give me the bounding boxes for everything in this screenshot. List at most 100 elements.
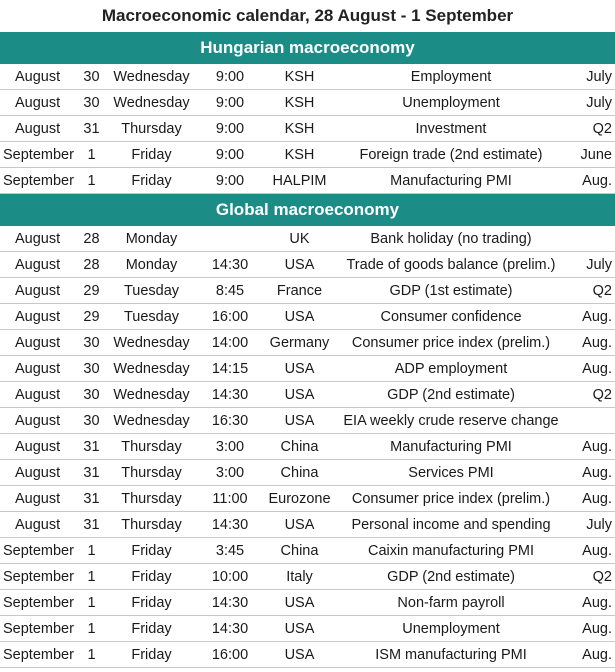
row-period: Aug.: [563, 615, 615, 642]
row-indicator: Services PMI: [339, 459, 563, 486]
row-day: 31: [80, 433, 103, 460]
row-weekday: Wednesday: [103, 407, 200, 434]
row-month: August: [0, 381, 80, 408]
row-month: August: [0, 355, 80, 382]
row-period: Aug.: [563, 329, 615, 356]
row-period: Aug.: [563, 641, 615, 668]
row-indicator: Caixin manufacturing PMI: [339, 537, 563, 564]
row-time: 14:15: [200, 355, 260, 382]
row-day: 30: [80, 381, 103, 408]
row-month: August: [0, 64, 80, 90]
row-period: July: [563, 64, 615, 90]
row-period: Aug.: [563, 433, 615, 460]
row-weekday: Friday: [103, 641, 200, 668]
row-time: 14:30: [200, 381, 260, 408]
table-row: August 30 Wednesday 16:30 USA EIA weekly crud…: [0, 407, 615, 434]
row-source: USA: [260, 589, 339, 616]
row-indicator: ISM manufacturing PMI: [339, 641, 563, 668]
row-day: 30: [80, 89, 103, 116]
row-time: 8:45: [200, 277, 260, 304]
row-weekday: Friday: [103, 141, 200, 168]
row-indicator: Consumer price index (prelim.): [339, 329, 563, 356]
row-source: USA: [260, 615, 339, 642]
row-time: 14:30: [200, 251, 260, 278]
row-source: Italy: [260, 563, 339, 590]
table-row: August 31 Thursday 3:00 China Services PMI Aug…: [0, 459, 615, 486]
row-day: 30: [80, 329, 103, 356]
table-row: August 31 Thursday 14:30 USA Personal income …: [0, 511, 615, 538]
row-indicator: Manufacturing PMI: [339, 167, 563, 194]
row-period: Q2: [563, 563, 615, 590]
row-month: August: [0, 511, 80, 538]
row-month: August: [0, 89, 80, 116]
table-row: September 1 Friday 14:30 USA Unemployment Aug.: [0, 615, 615, 642]
row-time: 14:30: [200, 589, 260, 616]
row-month: August: [0, 251, 80, 278]
row-weekday: Friday: [103, 615, 200, 642]
row-weekday: Thursday: [103, 433, 200, 460]
row-time: 14:30: [200, 511, 260, 538]
section-heading-hungarian: Hungarian macroeconomy: [0, 32, 615, 64]
row-day: 1: [80, 589, 103, 616]
row-day: 31: [80, 485, 103, 512]
table-row: August 28 Monday 14:30 USA Trade of goods bal…: [0, 251, 615, 278]
row-indicator: Foreign trade (2nd estimate): [339, 141, 563, 168]
row-time: 9:00: [200, 167, 260, 194]
row-weekday: Friday: [103, 589, 200, 616]
row-source: China: [260, 459, 339, 486]
row-day: 1: [80, 141, 103, 168]
row-indicator: Trade of goods balance (prelim.): [339, 251, 563, 278]
row-month: September: [0, 167, 80, 194]
row-period: June: [563, 141, 615, 168]
row-weekday: Wednesday: [103, 64, 200, 90]
row-time: 14:00: [200, 329, 260, 356]
row-indicator: Non-farm payroll: [339, 589, 563, 616]
row-time: 9:00: [200, 89, 260, 116]
row-period: Aug.: [563, 537, 615, 564]
row-indicator: Consumer price index (prelim.): [339, 485, 563, 512]
row-month: August: [0, 485, 80, 512]
row-source: HALPIM: [260, 167, 339, 194]
page-title: Macroeconomic calendar, 28 August - 1 Se…: [101, 6, 514, 25]
row-period: [563, 226, 615, 252]
table-row: September 1 Friday 10:00 Italy GDP (2nd estim…: [0, 563, 615, 590]
row-day: 28: [80, 226, 103, 252]
row-time: 3:00: [200, 433, 260, 460]
row-indicator: ADP employment: [339, 355, 563, 382]
table-row: September 1 Friday 3:45 China Caixin manufact…: [0, 537, 615, 564]
row-day: 1: [80, 563, 103, 590]
row-weekday: Monday: [103, 226, 200, 252]
row-month: September: [0, 641, 80, 668]
table-row: August 30 Wednesday 9:00 KSH Employment July: [0, 64, 615, 90]
table-row: August 31 Thursday 3:00 China Manufacturing P…: [0, 433, 615, 460]
row-day: 29: [80, 303, 103, 330]
row-source: USA: [260, 381, 339, 408]
row-weekday: Tuesday: [103, 277, 200, 304]
row-time: 16:00: [200, 303, 260, 330]
row-month: September: [0, 615, 80, 642]
row-time: 3:00: [200, 459, 260, 486]
row-indicator: Investment: [339, 115, 563, 142]
row-period: Aug.: [563, 485, 615, 512]
calendar-table: August 30 Wednesday 9:00 KSH Employment July Au…: [0, 64, 615, 194]
row-month: September: [0, 141, 80, 168]
row-source: China: [260, 537, 339, 564]
table-row: August 30 Wednesday 9:00 KSH Unemployment July: [0, 89, 615, 116]
table-row: August 30 Wednesday 14:00 Germany Consumer pr…: [0, 329, 615, 356]
table-row: September 1 Friday 9:00 HALPIM Manufacturing …: [0, 167, 615, 194]
row-time: 10:00: [200, 563, 260, 590]
table-row: August 29 Tuesday 8:45 France GDP (1st estima…: [0, 277, 615, 304]
row-month: August: [0, 226, 80, 252]
row-time: [200, 226, 260, 252]
calendar: Hungarian macroeconomy August 30 Wednesday…: [0, 32, 615, 668]
row-source: USA: [260, 251, 339, 278]
row-month: August: [0, 433, 80, 460]
row-time: 16:00: [200, 641, 260, 668]
row-weekday: Wednesday: [103, 355, 200, 382]
row-weekday: Thursday: [103, 115, 200, 142]
row-source: USA: [260, 511, 339, 538]
row-source: KSH: [260, 141, 339, 168]
row-indicator: GDP (2nd estimate): [339, 563, 563, 590]
row-indicator: GDP (2nd estimate): [339, 381, 563, 408]
row-month: September: [0, 589, 80, 616]
